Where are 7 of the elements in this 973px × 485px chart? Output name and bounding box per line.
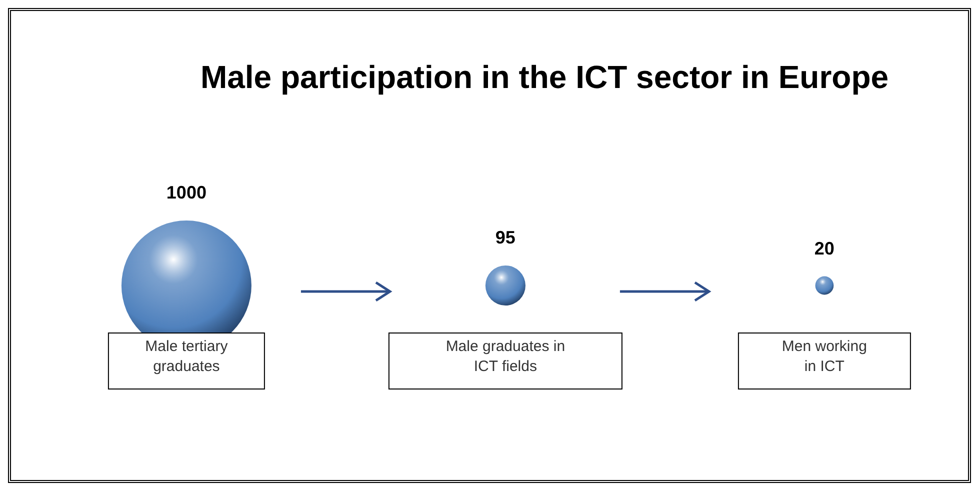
text: Male participation in the ICT sector in Europe [199,59,890,96]
category-label: Male graduates in ICT fields [444,337,566,377]
data-label: 95 [495,227,516,248]
data-label: 1000 [166,182,206,202]
category-label: Male tertiary graduates [144,337,229,377]
category-label: Men working in ICT [780,337,868,377]
data-label: 20 [814,238,834,258]
